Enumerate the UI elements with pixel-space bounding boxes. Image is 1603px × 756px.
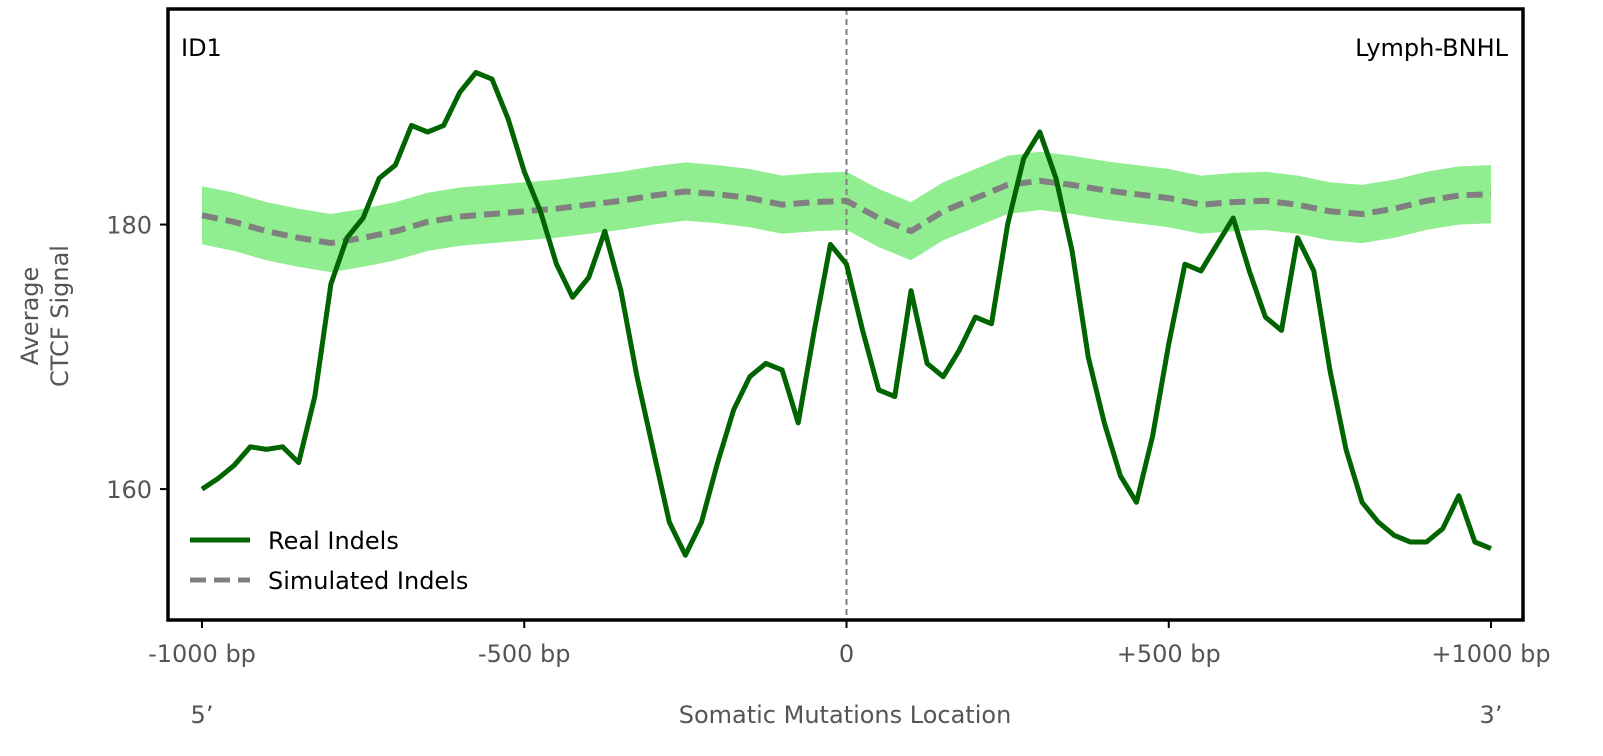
five-prime-label: 5’ [191,701,214,729]
x-tick-label: -1000 bp [148,640,256,668]
x-tick-label: +500 bp [1117,640,1221,668]
series-layer [200,70,1492,558]
legend: Real Indels Simulated Indels [190,527,468,595]
y-tick-label: 160 [106,476,152,504]
real-indels-line [200,70,1492,558]
y-axis-title-line-1: Average [16,267,44,366]
y-axis-ticks: 160 180 [106,212,168,504]
signature-label: ID1 [181,34,222,62]
y-tick-label: 180 [106,212,152,240]
three-prime-label: 3’ [1480,701,1503,729]
x-axis-ticks: -1000 bp -500 bp 0 +500 bp +1000 bp [148,620,1551,668]
cancer-type-label: Lymph-BNHL [1355,34,1508,62]
simulated-indels-line [201,177,1492,247]
x-tick-label: +1000 bp [1431,640,1550,668]
legend-label-simulated: Simulated Indels [268,567,468,595]
y-axis-title-line-2: CTCF Signal [46,245,74,387]
x-axis-title: Somatic Mutations Location [679,701,1012,729]
x-tick-label: -500 bp [478,640,571,668]
x-tick-label: 0 [839,640,854,668]
legend-label-real: Real Indels [268,527,399,555]
